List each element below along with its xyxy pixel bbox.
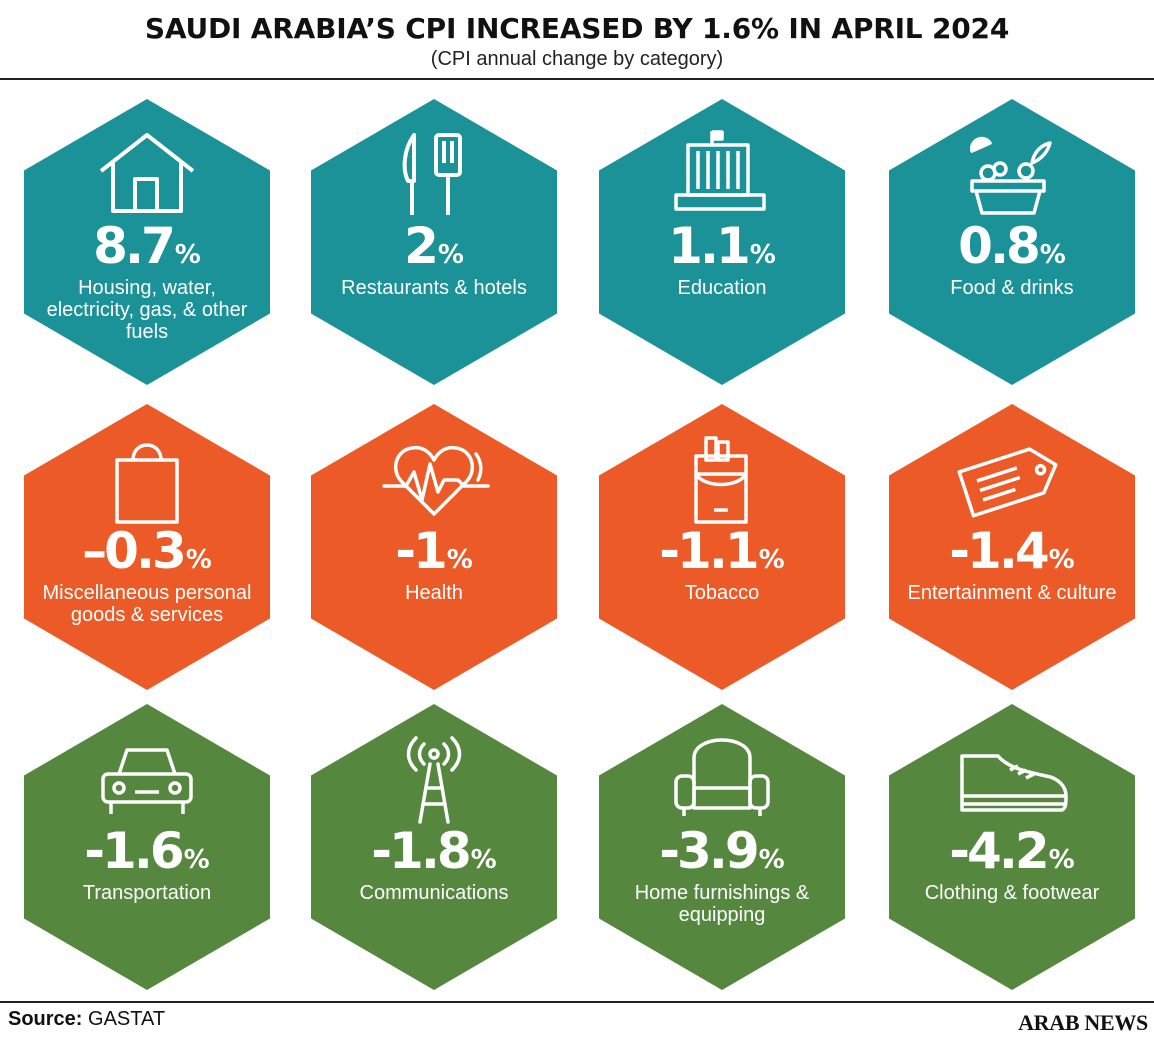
source-note: Source: GASTAT [8,1008,165,1031]
category-label: Communications [359,882,509,904]
category-communications: -1.8% Communications [311,704,557,990]
food-bowl-icon [962,129,1062,219]
category-value: -4.2% [949,822,1075,880]
car-icon [97,734,197,824]
category-health: -1% Health [311,404,557,690]
category-value: 8.7% [93,217,201,275]
shoe-icon [960,734,1068,824]
category-label: Entertainment & culture [907,582,1117,604]
category-miscellaneous: –0.3% Miscellaneous personal goods & ser… [24,404,270,690]
category-transportation: -1.6% Transportation [24,704,270,990]
antenna-tower-icon [384,734,484,824]
category-label: Home furnishings & equipping [634,882,810,926]
house-icon [97,129,197,219]
cutlery-icon [384,129,484,219]
top-divider [0,78,1154,80]
school-building-icon [672,129,772,219]
source-label: Source: [8,1008,83,1030]
category-label: Clothing & footwear [924,882,1100,904]
category-housing: 8.7% Housing, water, electricity, gas, &… [24,99,270,385]
armchair-icon [672,734,772,824]
cigarette-pack-icon [672,434,772,524]
category-value: -1.8% [371,822,497,880]
category-value: -1% [395,522,473,580]
category-label: Housing, water, electricity, gas, & othe… [46,277,248,343]
category-label: Food & drinks [950,277,1074,299]
category-value: 0.8% [958,217,1066,275]
category-restaurants: 2% Restaurants & hotels [311,99,557,385]
category-label: Health [405,582,463,604]
category-value: -1.4% [949,522,1075,580]
bottom-divider [0,1001,1154,1003]
category-tobacco: -1.1% Tobacco [599,404,845,690]
category-label: Tobacco [684,582,760,604]
category-value: -1.6% [84,822,210,880]
shopping-bag-icon [97,434,197,524]
category-value: 2% [404,217,464,275]
category-value: -3.9% [659,822,785,880]
category-label: Miscellaneous personal goods & services [42,582,252,626]
category-education: 1.1% Education [599,99,845,385]
category-entertainment: -1.4% Entertainment & culture [889,404,1135,690]
category-label: Transportation [82,882,212,904]
page-title: SAUDI ARABIA’S CPI INCREASED BY 1.6% IN … [144,12,1010,45]
category-value: -1.1% [659,522,785,580]
brand-logo: ARAB NEWS [1018,1010,1148,1035]
heartbeat-icon [382,434,490,524]
ticket-icon [957,434,1062,524]
category-label: Education [677,277,767,299]
category-home-furnishings: -3.9% Home furnishings & equipping [599,704,845,990]
category-value: –0.3% [82,522,212,580]
category-food: 0.8% Food & drinks [889,99,1135,385]
category-label: Restaurants & hotels [341,277,527,299]
category-clothing: -4.2% Clothing & footwear [889,704,1135,990]
page-subtitle: (CPI annual change by category) [430,48,724,70]
category-value: 1.1% [668,217,776,275]
source-value: GASTAT [88,1008,166,1030]
